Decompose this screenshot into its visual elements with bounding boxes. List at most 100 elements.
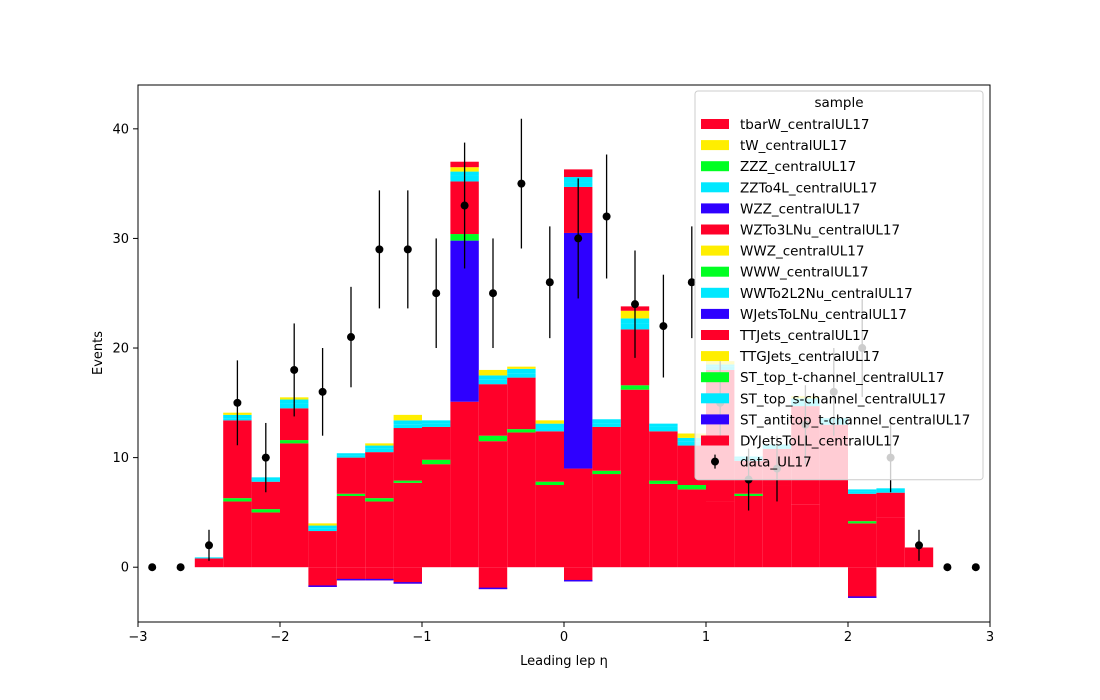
legend-entry-10: TTJets_centralUL17 (739, 328, 869, 344)
legend-entry-3: ZZTo4L_centralUL17 (740, 180, 877, 196)
bar-segment-tw-centralul17-bin-8 (365, 443, 394, 446)
bar-segment-zzto4l-centralul17-bin-18 (649, 423, 678, 427)
x-tick-label-3: 0 (560, 630, 568, 645)
bar-segment-tw-centralul17-bin-9 (393, 414, 422, 421)
legend-swatch-8 (701, 287, 729, 298)
negative-bar-bin-9 (393, 567, 422, 584)
bar-segment-dyjetstoll-centralul17-bin-13 (507, 432, 536, 568)
x-axis-label: Leading lep η (520, 654, 608, 669)
bar-segment-tbarw-centralul17-bin-15 (564, 169, 593, 178)
legend-box (694, 90, 984, 481)
bar-segment-dyjetstoll-centralul17-bin-16 (592, 474, 621, 568)
data-points-layer (148, 118, 980, 572)
bar-segment-tw-centralul17-bin-12 (478, 369, 508, 376)
legend-entry-14: ST_antitop_t-channel_centralUL17 (740, 412, 970, 428)
legend-swatch-0 (701, 119, 729, 129)
bar-segment-st-top-t-channel-centralul17-bin-7 (336, 493, 366, 496)
bar-segment-st-top-t-channel-centralul17-bin-13 (507, 429, 536, 433)
legend-swatch-3 (701, 182, 729, 193)
bar-segment-dyjetstoll-centralul17-bin-15 (564, 468, 593, 568)
bar-segment-dyjetstoll-centralul17-bin-26 (876, 517, 905, 568)
x-tick-label-1: −2 (270, 630, 289, 645)
legend-entry-data: data_UL17 (740, 455, 812, 471)
bar-segment-wwto2l2nu-centralul17-bin-13 (507, 373, 536, 378)
bar-segment-wwto2l2nu-centralul17-bin-6 (308, 528, 337, 532)
bar-segment-st-top-t-channel-centralul17-bin-19 (677, 485, 706, 490)
legend-entry-5: WZTo3LNu_centralUL17 (740, 223, 900, 239)
bar-segment-wwto2l2nu-centralul17-bin-8 (365, 448, 394, 453)
negative-bar-bin-12 (478, 567, 508, 590)
legend-swatch-15 (701, 435, 729, 446)
bar-segment-dyjetstoll-centralul17-bin-20 (706, 501, 735, 568)
bar-segment-dyjetstoll-centralul17-bin-25 (848, 523, 877, 568)
bar-segment-st-top-t-channel-centralul17-bin-17 (620, 385, 650, 390)
legend-swatch-4 (701, 203, 729, 214)
bar-segment-dyjetstoll-centralul17-bin-23 (791, 504, 820, 568)
bar-segment-dyjetstoll-centralul17-bin-12 (478, 441, 508, 568)
bar-segment-ttjets-centralul17-bin-26 (876, 492, 905, 518)
legend-entry-11: TTGJets_centralUL17 (739, 349, 880, 365)
y-tick-label-2: 20 (112, 342, 129, 357)
bar-segment-st-top-t-channel-centralul17-bin-10 (422, 459, 451, 465)
bar-segment-ttjets-centralul17-bin-13 (507, 377, 536, 430)
bar-segment-zzto4l-centralul17-bin-25 (848, 489, 877, 492)
legend-entry-15: DYJetsToLL_centralUL17 (740, 434, 900, 450)
negative-bar-bin-15 (564, 567, 593, 582)
data-point-7 (347, 333, 355, 342)
negative-weight-layer (308, 567, 877, 598)
legend-swatch-9 (701, 308, 729, 319)
data-point-16 (602, 212, 611, 221)
legend-swatch-10 (701, 330, 729, 340)
bar-segment-st-top-t-channel-centralul17-bin-8 (365, 498, 394, 502)
bar-segment-dyjetstoll-centralul17-bin-7 (336, 495, 366, 568)
bar-segment-dyjetstoll-centralul17-bin-9 (393, 482, 422, 568)
bar-segment-ttjets-centralul17-bin-25 (848, 493, 877, 522)
data-point-6 (318, 387, 327, 396)
bar-segment-ttjets-centralul17-bin-14 (535, 431, 564, 482)
legend-entry-12: ST_top_t-channel_centralUL17 (740, 370, 945, 386)
bar-segment-zzto4l-centralul17-bin-8 (365, 445, 394, 449)
bars-layer (194, 161, 934, 568)
data-point-12 (489, 289, 497, 298)
x-tick-label-4: 1 (702, 630, 710, 645)
bar-segment-ttjets-centralul17-bin-10 (422, 426, 451, 460)
x-tick-label-2: −1 (412, 630, 431, 645)
bar-segment-tw-centralul17-bin-6 (308, 523, 337, 526)
data-point-3 (233, 398, 242, 407)
bar-segment-wwto2l2nu-centralul17-bin-14 (535, 428, 564, 432)
bar-segment-st-top-t-channel-centralul17-bin-14 (535, 481, 564, 486)
legend-entry-2: ZZZ_centralUL17 (740, 159, 856, 175)
bar-segment-dyjetstoll-centralul17-bin-8 (365, 501, 394, 568)
bar-segment-dyjetstoll-centralul17-bin-3 (223, 501, 252, 568)
y-axis-label: Events (91, 331, 106, 375)
bar-segment-zzto4l-centralul17-bin-12 (478, 375, 508, 380)
data-point-19 (687, 278, 696, 287)
negative-bar-bin-8 (365, 567, 394, 581)
legend-swatch-2 (701, 161, 729, 172)
bar-segment-zzto4l-centralul17-bin-6 (308, 525, 337, 529)
negative-bar-edge-bin-6 (308, 585, 337, 587)
bar-segment-dyjetstoll-centralul17-bin-6 (308, 531, 337, 568)
bar-segment-wwto2l2nu-centralul17-bin-18 (649, 426, 678, 432)
bar-segment-zzto4l-centralul17-bin-7 (336, 453, 366, 456)
y-tick-label-4: 40 (112, 122, 129, 137)
negative-bar-edge-bin-25 (848, 596, 877, 598)
negative-bar-edge-bin-15 (564, 579, 593, 582)
bar-segment-wwto2l2nu-centralul17-bin-25 (848, 491, 877, 494)
data-point-1 (176, 563, 185, 572)
legend-swatch-13 (701, 393, 729, 404)
bar-segment-ttjets-centralul17-bin-12 (478, 384, 508, 436)
bar-segment-dyjetstoll-centralul17-bin-2 (194, 558, 224, 568)
y-tick-label-0: 0 (121, 561, 129, 576)
data-point-10 (432, 289, 441, 298)
data-point-15 (574, 234, 583, 243)
legend-swatch-1 (701, 140, 729, 151)
legend-swatch-12 (701, 372, 729, 383)
bar-segment-zzto4l-centralul17-bin-9 (393, 420, 422, 425)
data-point-14 (545, 278, 554, 287)
data-point-17 (631, 300, 639, 309)
legend-entry-7: WWW_centralUL17 (740, 265, 869, 281)
bar-segment-st-top-t-channel-centralul17-bin-9 (393, 480, 422, 483)
x-axis: −3 −2 −1 0 1 2 3 (128, 622, 994, 645)
